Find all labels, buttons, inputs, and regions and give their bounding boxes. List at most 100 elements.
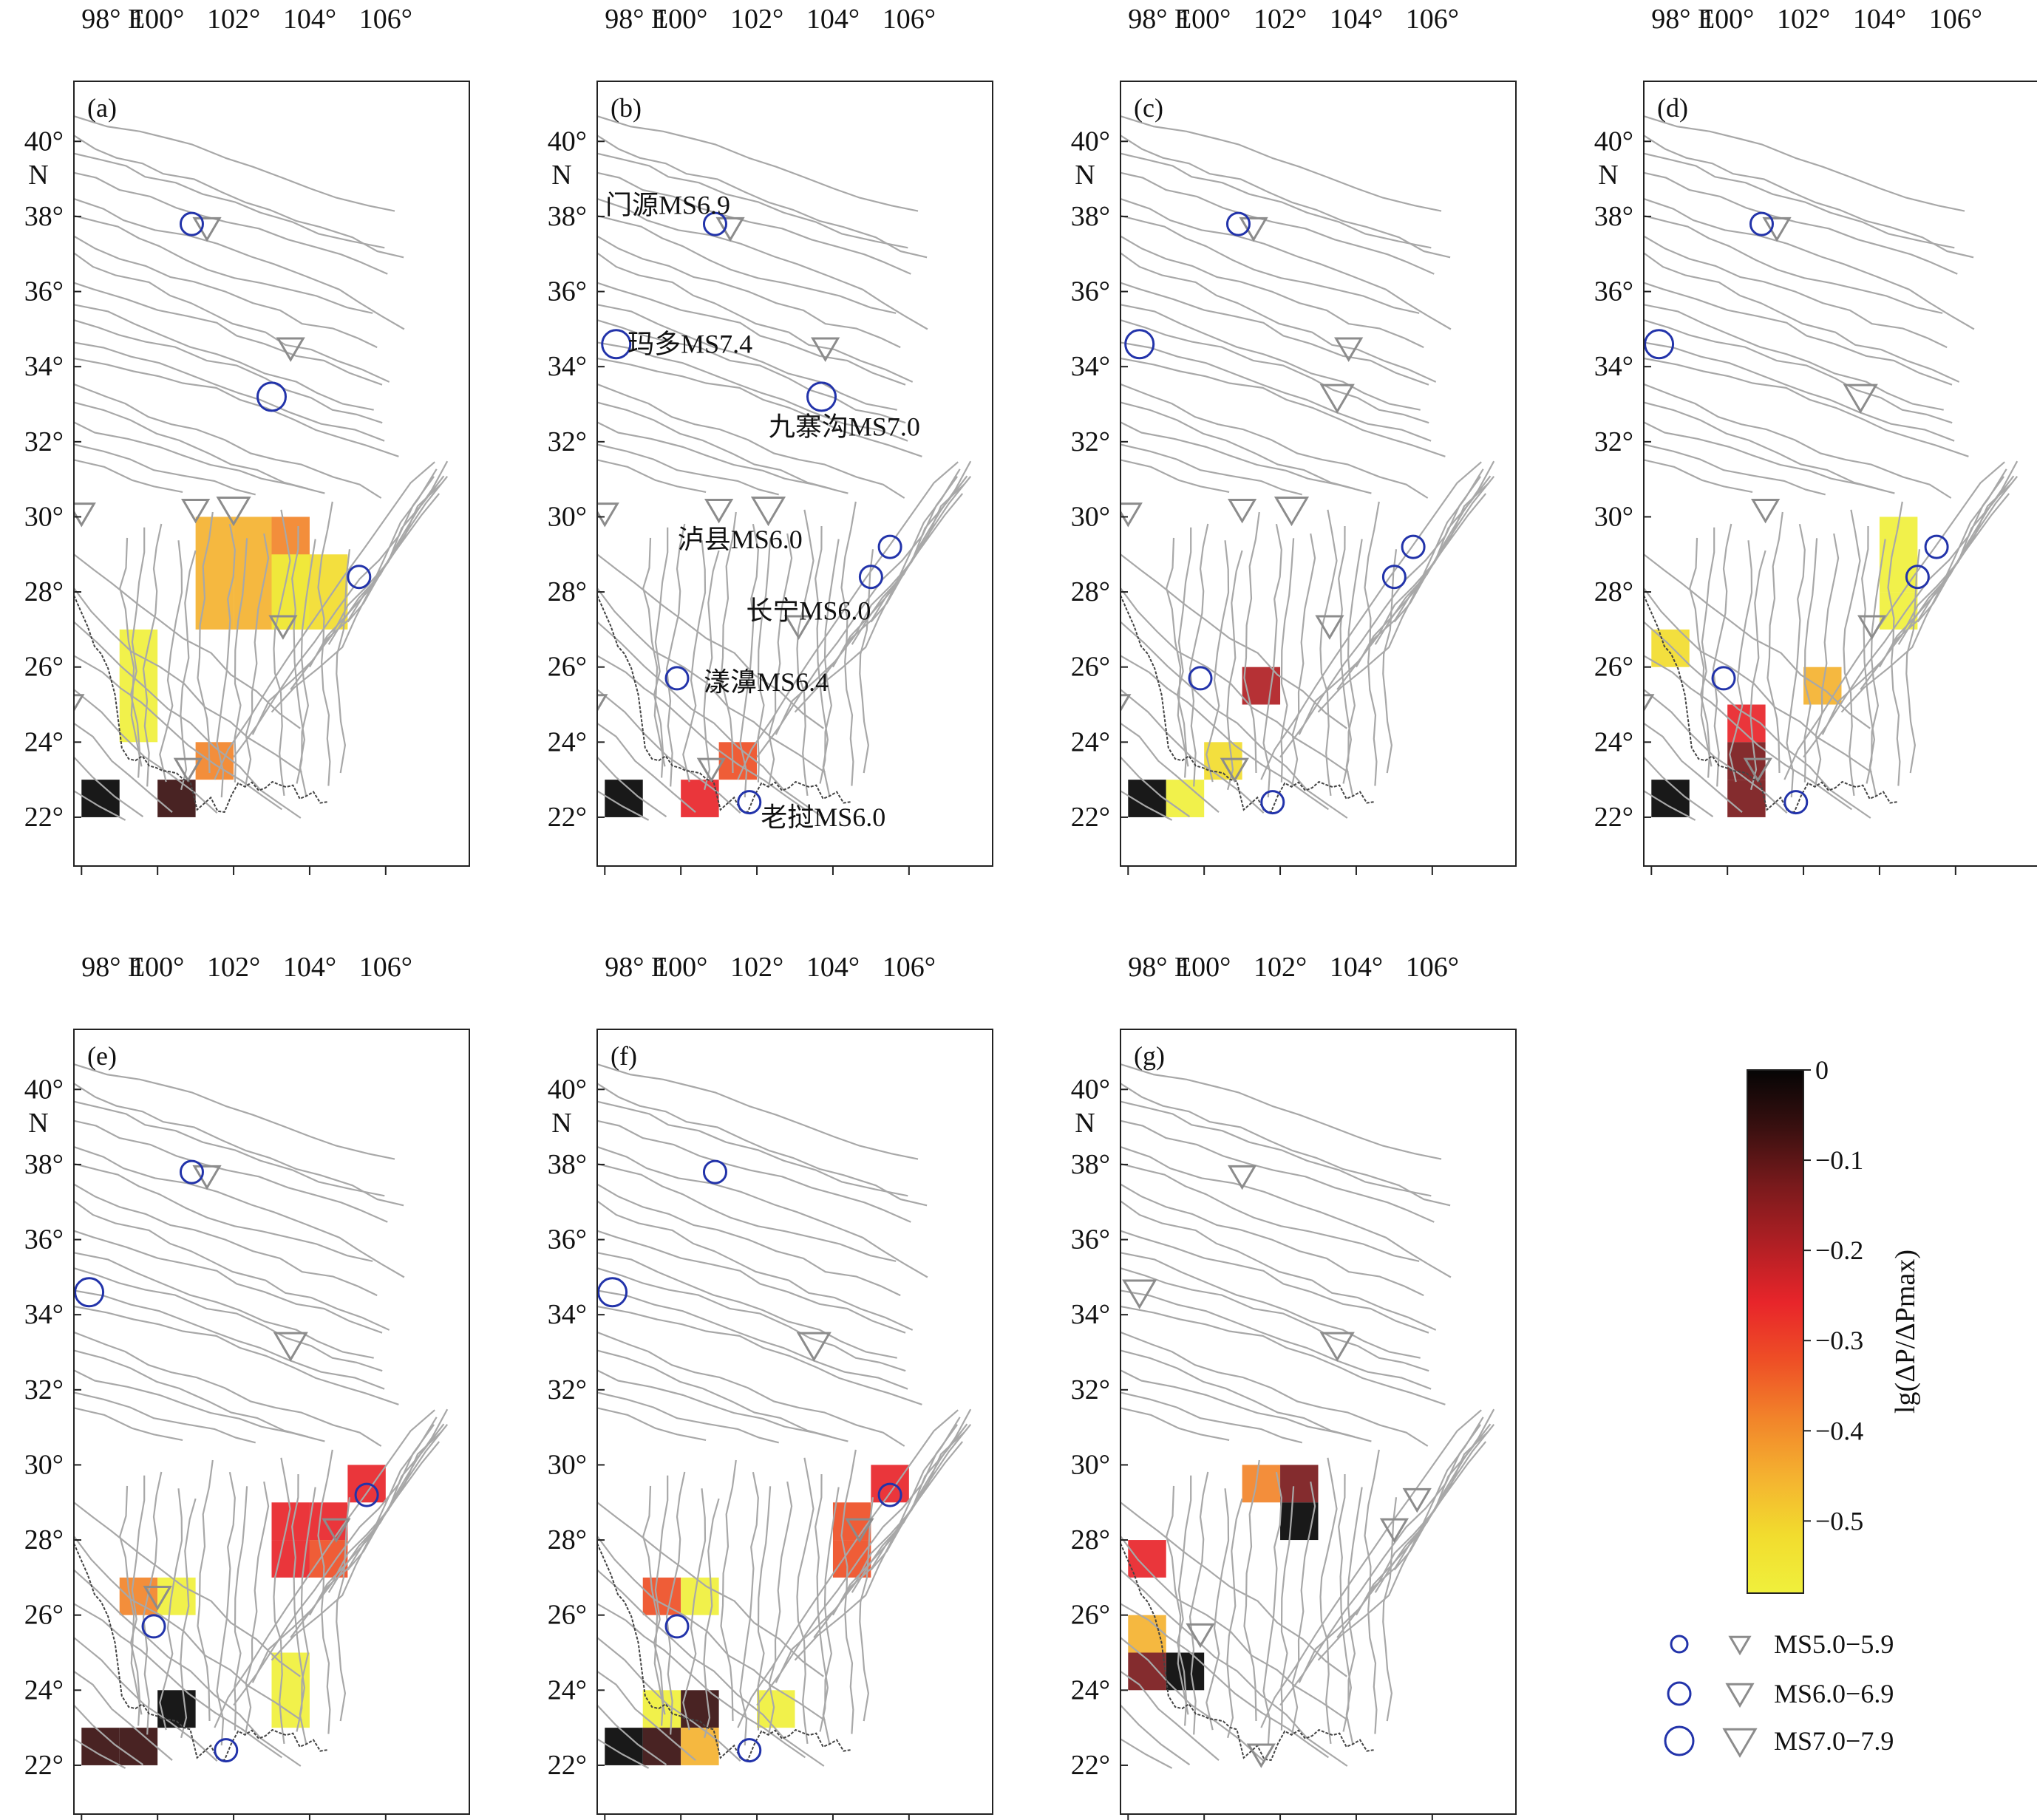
fault-line	[597, 1183, 901, 1297]
earthquake-circle	[1401, 534, 1426, 559]
fault-line	[1729, 540, 1753, 783]
map-area	[1120, 1063, 1495, 1769]
map-area: 门源MS6.9 玛多MS7.4 九寨沟MS7.0 泸县MS6.0 长宁MS6.0 漾濞MS…	[597, 115, 972, 832]
earthquake-circle	[1644, 329, 1675, 360]
fault-line	[74, 1331, 382, 1447]
fault-line	[1644, 790, 1696, 821]
fault-line	[1644, 235, 1948, 349]
fault-line	[653, 527, 669, 778]
fault-line	[1260, 1409, 1482, 1728]
fault-line	[1262, 1471, 1282, 1746]
fault-line	[757, 1486, 772, 1731]
fault-line	[1338, 525, 1354, 797]
fault-line	[815, 1473, 831, 1745]
lat-tick-label: 32°	[1071, 426, 1110, 457]
fault-line	[1120, 1349, 1355, 1438]
earthquake-circle	[664, 666, 690, 691]
earthquake-circle	[702, 1159, 727, 1185]
fault-line	[597, 304, 897, 411]
earthquake-circle	[141, 1614, 166, 1639]
fault-line	[597, 341, 908, 442]
panel-label: (f)	[611, 1041, 637, 1071]
fault-line	[597, 1200, 914, 1331]
fault-line	[597, 1267, 906, 1372]
fault-line	[74, 1569, 302, 1767]
earthquake-triangle	[273, 1332, 308, 1362]
lon-tick-label: 102°	[207, 952, 260, 983]
fault-line	[597, 1502, 824, 1677]
earthquake-triangle	[1843, 384, 1878, 414]
earthquake-circle	[858, 565, 883, 590]
earthquake-triangle	[796, 1332, 832, 1362]
fault-line	[840, 501, 857, 786]
lat-tick-label: 36°	[548, 276, 587, 307]
fault-line	[1176, 1475, 1192, 1726]
map-frame	[73, 81, 470, 867]
fault-line	[597, 235, 901, 349]
fault-line	[119, 1485, 143, 1715]
heat-cell	[119, 629, 158, 743]
fault-line	[1120, 134, 1451, 259]
lat-tick-label: 26°	[24, 1600, 64, 1631]
earthquake-circle	[1381, 565, 1407, 590]
fault-line	[597, 198, 928, 330]
lon-tick-label: 104°	[1853, 4, 1906, 35]
fault-line	[1120, 1162, 1420, 1262]
fault-line	[1290, 533, 1316, 788]
fault-line	[244, 533, 270, 788]
fault-line	[1120, 1536, 1350, 1722]
lat-tick-label: 26°	[24, 652, 64, 683]
fault-line	[1644, 357, 1969, 457]
map-frame	[73, 1029, 470, 1815]
lat-tick-label: 30°	[548, 501, 587, 532]
fault-line	[1243, 1459, 1260, 1722]
earthquake-circle	[256, 381, 287, 412]
fault-line	[597, 282, 906, 386]
fault-line	[1866, 539, 1886, 784]
lon-tick-label: 102°	[730, 4, 783, 35]
fault-line	[1120, 214, 1420, 314]
fault-line	[1843, 509, 1861, 797]
fault-line	[597, 1407, 707, 1441]
fault-line	[1120, 1100, 1432, 1197]
lat-tick-label: 34°	[1071, 1299, 1110, 1330]
national-border	[1644, 595, 1897, 814]
fault-line	[74, 1502, 301, 1677]
heat-cell	[195, 517, 234, 630]
fault-line	[597, 1230, 906, 1334]
fault-line	[737, 461, 959, 780]
lat-tick-label: 36°	[1071, 276, 1110, 307]
fault-line	[142, 1471, 163, 1735]
fault-line	[597, 1119, 911, 1223]
fault-line	[1120, 1369, 1372, 1442]
fault-line	[597, 790, 650, 821]
earthquake-label: 长宁MS6.0	[746, 596, 871, 625]
earthquake-triangle	[1644, 694, 1655, 712]
fault-line	[1644, 421, 1895, 494]
map-area	[597, 1063, 972, 1769]
panel-label: (g)	[1134, 1041, 1165, 1071]
lon-tick-label: 98° E	[81, 4, 145, 35]
fault-line	[1120, 790, 1173, 821]
earthquake-triangle	[74, 502, 96, 528]
colorbar-ramp	[1747, 1069, 1804, 1594]
earthquake-circle	[664, 1614, 690, 1639]
lat-tick-label: 26°	[548, 652, 587, 683]
fault-line	[1120, 1183, 1424, 1297]
lat-tick-label: 30°	[1071, 1449, 1110, 1480]
earthquake-triangle	[192, 1165, 222, 1190]
fault-line	[1226, 1498, 1243, 1739]
fault-line	[597, 1349, 832, 1438]
fault-line	[74, 1349, 308, 1438]
fault-line	[720, 1459, 737, 1722]
fault-line	[1120, 1670, 1220, 1761]
fault-line	[1644, 252, 1960, 383]
lat-tick-label: 32°	[548, 1374, 587, 1405]
earthquake-triangle	[1762, 217, 1792, 242]
fault-line	[1699, 527, 1715, 778]
earthquake-circle	[354, 1482, 379, 1507]
fault-line	[1644, 115, 1965, 212]
fault-line	[336, 549, 351, 774]
